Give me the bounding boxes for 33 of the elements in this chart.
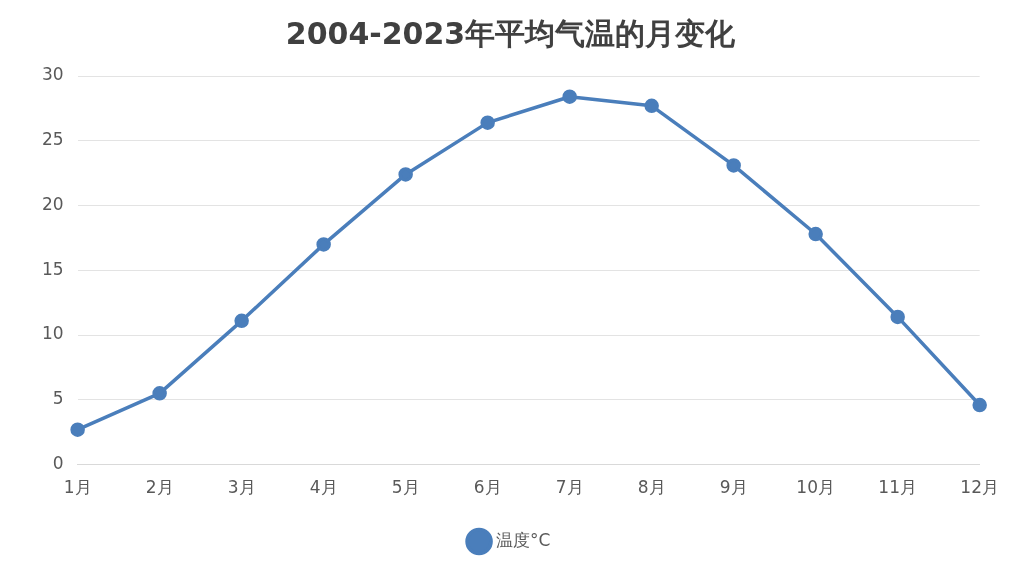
point — [644, 98, 659, 114]
y-tick-label: 0 — [52, 453, 64, 474]
y-tick-label: 25 — [41, 129, 64, 150]
y-tick-label: 20 — [41, 193, 64, 214]
y-tick-label: 15 — [41, 258, 64, 279]
x-tick-label: 11月 — [878, 477, 917, 498]
x-tick-label: 7月 — [555, 477, 584, 498]
x-tick-label: 12月 — [960, 477, 999, 498]
point — [972, 397, 987, 413]
x-tick-label: 6月 — [473, 477, 502, 498]
chart-title: 2004-2023年平均气温的月变化 — [285, 15, 737, 51]
x-tick-label: 4月 — [309, 477, 338, 498]
y-tick-label: 5 — [52, 388, 64, 409]
point — [480, 115, 495, 130]
x-tick-label: 2月 — [145, 477, 174, 498]
point — [562, 89, 577, 104]
x-tick-label: 3月 — [227, 477, 256, 498]
point — [726, 158, 741, 173]
point — [398, 167, 413, 182]
point — [152, 386, 167, 401]
x-tick-label: 8月 — [637, 477, 666, 498]
x-tick-label: 1月 — [63, 477, 92, 498]
point — [234, 313, 249, 329]
legend-label: 温度°C — [496, 529, 551, 550]
x-tick-label: 10月 — [796, 477, 835, 498]
x-tick-label: 9月 — [719, 477, 748, 498]
point — [70, 422, 85, 437]
y-tick-label: 10 — [41, 323, 64, 344]
point — [316, 237, 331, 252]
x-tick-label: 5月 — [391, 477, 420, 498]
point — [890, 309, 905, 325]
point — [808, 226, 823, 242]
y-tick-label: 30 — [41, 64, 64, 85]
